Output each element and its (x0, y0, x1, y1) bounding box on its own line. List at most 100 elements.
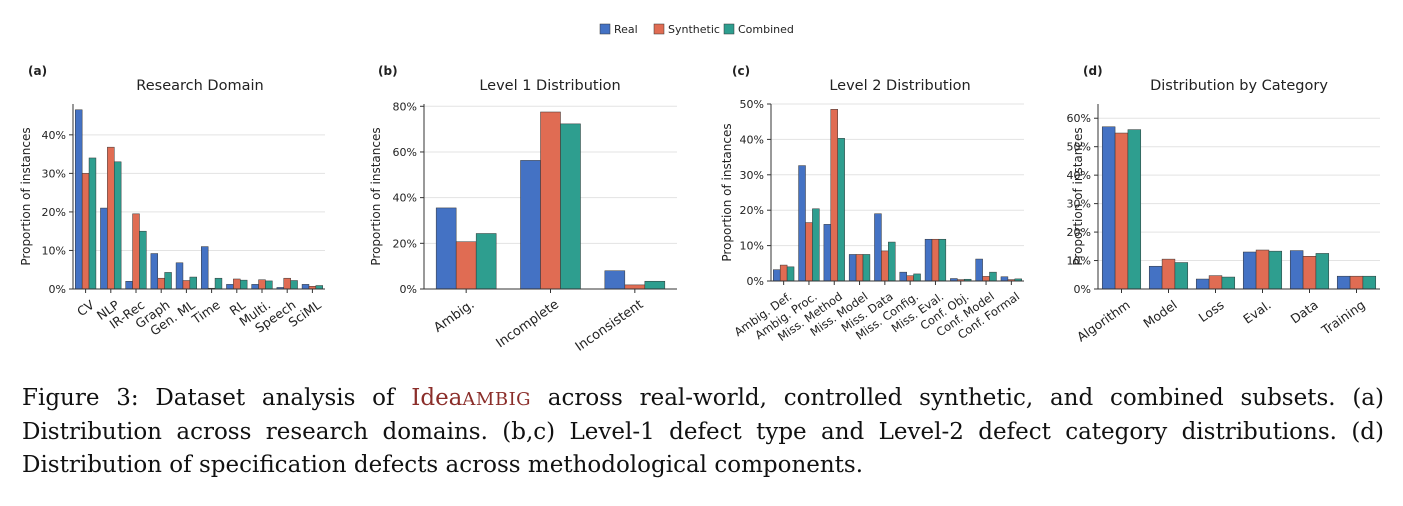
bar-synthetic-miss-data (881, 250, 889, 282)
bar-synthetic-inconsistent (624, 284, 646, 290)
chart-title: Level 2 Distribution (829, 78, 970, 94)
bar-combined-speech (290, 280, 298, 290)
bar-combined-nlp (113, 161, 122, 290)
panel-b: (b) Level 1 Distribution Proportion of ins… (369, 64, 677, 355)
panel-d: (d) Distribution by Category Proportion of… (1067, 64, 1380, 344)
y-tick-label: 80% (393, 100, 417, 113)
bar-real-incomplete (520, 160, 541, 290)
y-tick-label: 30% (42, 167, 66, 180)
panel-label: (d) (1083, 64, 1103, 78)
bar-combined-inconsistent (644, 280, 666, 290)
bar-combined-ir-rec (139, 230, 147, 290)
legend: Real Synthetic Combined (599, 23, 794, 36)
dataset-name-smallcaps: AMBIG (462, 389, 532, 410)
x-tick-label: Ambig. (431, 297, 477, 336)
y-tick-label: 40% (1067, 169, 1091, 182)
panel-label: (b) (378, 64, 398, 78)
bar-synthetic-algorithm (1114, 132, 1129, 290)
legend-label-real: Real (614, 23, 638, 36)
bar-real-graph (150, 253, 159, 290)
bar-real-sciml (301, 284, 310, 290)
y-tick-label: 10% (42, 244, 66, 257)
bar-combined-sciml (315, 285, 323, 290)
bar-real-conf-model (975, 258, 983, 282)
bar-real-inconsistent (604, 270, 626, 290)
y-tick-label: 0% (49, 283, 66, 296)
bar-real-eval (1242, 251, 1257, 290)
y-tick-label: 20% (393, 237, 417, 250)
y-tick-label: 0% (747, 275, 764, 288)
x-tick-label: Algorithm (1074, 297, 1133, 344)
caption-body: across real-world, controlled synthetic,… (22, 385, 1384, 478)
y-tick-label: 60% (1067, 112, 1091, 125)
bar-combined-graph (164, 272, 172, 290)
bar-real-ambig-def (773, 269, 781, 282)
bar-synthetic-cv (81, 173, 90, 290)
figure-caption: Figure 3: Dataset analysis of IdeaAMBIG … (22, 382, 1384, 482)
bar-combined-miss-eval (938, 238, 947, 282)
bar-synthetic-data (1302, 256, 1317, 290)
x-tick-label: Incomplete (494, 297, 562, 351)
bar-synthetic-miss-method (830, 109, 838, 282)
chart-title: Distribution by Category (1150, 78, 1328, 94)
legend-swatch-synthetic (653, 23, 665, 35)
bar-combined-conf-model (989, 271, 997, 282)
bar-combined-miss-model (862, 254, 871, 282)
bar-synthetic-miss-eval (931, 238, 940, 282)
bar-real-ambig (435, 207, 457, 290)
bar-real-multi (251, 284, 259, 290)
bar-combined-eval (1268, 250, 1283, 290)
bar-combined-ambig-proc (812, 208, 820, 282)
figure: Real Synthetic Combined (a) Research Domain… (19, 23, 1380, 355)
x-tick-label: Training (1318, 297, 1368, 338)
bar-real-miss-data (874, 213, 882, 282)
bar-combined-rl (239, 279, 248, 290)
bar-real-model (1148, 265, 1163, 290)
bar-combined-cv (88, 157, 97, 290)
chart-panels: (a) Research Domain Proportion of instance… (19, 64, 1380, 355)
y-tick-label: 20% (740, 204, 764, 217)
panel-a: (a) Research Domain Proportion of instance… (19, 64, 325, 339)
bar-real-nlp (100, 207, 108, 290)
y-tick-label: 50% (740, 98, 764, 111)
bar-combined-loss (1221, 276, 1236, 290)
bar-real-cv (75, 109, 83, 290)
y-tick-label: 0% (400, 283, 417, 296)
x-tick-label: Data (1288, 297, 1321, 326)
x-tick-label: RL (227, 297, 248, 318)
y-tick-label: 20% (1067, 226, 1091, 239)
y-tick-label: 40% (393, 192, 417, 205)
bar-real-loss (1195, 278, 1210, 290)
y-tick-label: 40% (740, 133, 764, 146)
bar-real-time (201, 246, 209, 290)
bar-synthetic-speech (283, 277, 291, 290)
y-tick-label: 0% (1074, 283, 1091, 296)
bar-synthetic-miss-config (906, 275, 914, 282)
y-tick-label: 20% (42, 206, 66, 219)
y-tick-label: 30% (1067, 198, 1091, 211)
bar-combined-data (1315, 253, 1330, 290)
y-tick-label: 10% (740, 240, 764, 253)
bar-synthetic-gen-ml (182, 280, 191, 290)
y-tick-label: 60% (393, 146, 417, 159)
bar-real-training (1336, 275, 1351, 290)
bar-real-ambig-proc (798, 165, 806, 282)
bar-combined-gen-ml (189, 276, 197, 290)
bar-real-rl (226, 284, 234, 290)
x-tick-label: Model (1140, 297, 1179, 331)
bar-synthetic-ambig (455, 241, 477, 290)
y-tick-label: 30% (740, 169, 764, 182)
bar-real-data (1289, 250, 1304, 290)
bar-synthetic-model (1161, 258, 1176, 290)
bar-synthetic-graph (157, 277, 165, 290)
bar-combined-incomplete (560, 123, 581, 290)
y-axis-label: Proportion of instances (1071, 127, 1085, 265)
panel-label: (c) (732, 64, 750, 78)
bar-combined-multi (265, 280, 273, 290)
y-tick-label: 40% (42, 129, 66, 142)
bar-synthetic-conf-model (982, 276, 990, 282)
y-axis-label: Proportion of instances (369, 127, 383, 265)
panel-label: (a) (28, 64, 47, 78)
legend-swatch-real (599, 23, 611, 35)
bar-real-gen-ml (175, 262, 184, 290)
